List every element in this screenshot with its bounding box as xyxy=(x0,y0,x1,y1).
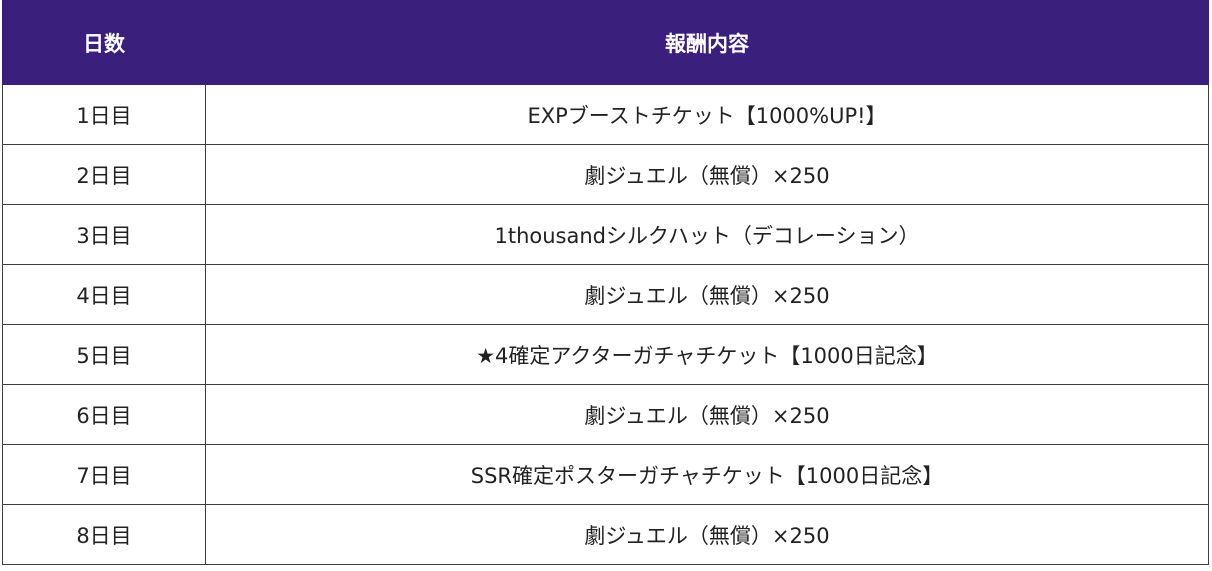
header-reward: 報酬内容 xyxy=(205,0,1209,85)
reward-cell: 劇ジュエル（無償）×250 xyxy=(205,264,1209,325)
day-cell: 8日目 xyxy=(2,504,206,565)
table-row: 5日目 ★4確定アクターガチャチケット【1000日記念】 xyxy=(2,324,1209,385)
table-header-row: 日数 報酬内容 xyxy=(2,0,1209,85)
reward-cell: SSR確定ポスターガチャチケット【1000日記念】 xyxy=(205,444,1209,505)
reward-cell: 劇ジュエル（無償）×250 xyxy=(205,144,1209,205)
reward-cell: 1thousandシルクハット（デコレーション） xyxy=(205,204,1209,265)
table-row: 3日目 1thousandシルクハット（デコレーション） xyxy=(2,204,1209,265)
day-cell: 7日目 xyxy=(2,444,206,505)
day-cell: 2日目 xyxy=(2,144,206,205)
header-day: 日数 xyxy=(2,0,206,85)
reward-cell: ★4確定アクターガチャチケット【1000日記念】 xyxy=(205,324,1209,385)
table-row: 1日目 EXPブーストチケット【1000%UP!】 xyxy=(2,84,1209,145)
table-row: 2日目 劇ジュエル（無償）×250 xyxy=(2,144,1209,205)
table-row: 6日目 劇ジュエル（無償）×250 xyxy=(2,384,1209,445)
day-cell: 5日目 xyxy=(2,324,206,385)
reward-cell: EXPブーストチケット【1000%UP!】 xyxy=(205,84,1209,145)
reward-cell: 劇ジュエル（無償）×250 xyxy=(205,384,1209,445)
day-cell: 6日目 xyxy=(2,384,206,445)
table-row: 7日目 SSR確定ポスターガチャチケット【1000日記念】 xyxy=(2,444,1209,505)
day-cell: 4日目 xyxy=(2,264,206,325)
reward-cell: 劇ジュエル（無償）×250 xyxy=(205,504,1209,565)
day-cell: 1日目 xyxy=(2,84,206,145)
table-row: 4日目 劇ジュエル（無償）×250 xyxy=(2,264,1209,325)
day-cell: 3日目 xyxy=(2,204,206,265)
table-row: 8日目 劇ジュエル（無償）×250 xyxy=(2,504,1209,565)
